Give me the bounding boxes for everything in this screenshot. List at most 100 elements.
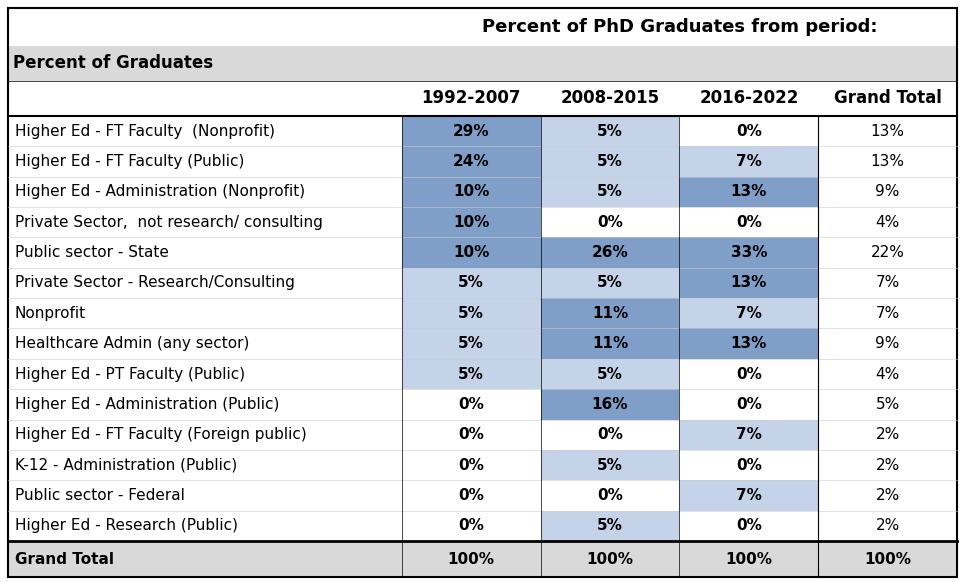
Text: Private Sector - Research/Consulting: Private Sector - Research/Consulting [15,275,295,290]
Text: 13%: 13% [731,275,767,290]
Text: 100%: 100% [864,552,911,566]
Text: K-12 - Administration (Public): K-12 - Administration (Public) [15,457,237,473]
Text: 5%: 5% [597,124,623,139]
Text: 2%: 2% [875,457,899,473]
Text: 29%: 29% [453,124,489,139]
Text: 7%: 7% [736,488,761,503]
Bar [679,146,818,177]
Text: 11%: 11% [592,306,628,321]
Text: 2008-2015: 2008-2015 [561,90,660,108]
Bar [818,328,957,359]
Text: 13%: 13% [731,184,767,200]
Text: 5%: 5% [458,367,484,382]
Text: 13%: 13% [870,154,904,169]
Bar [818,237,957,268]
Text: 13%: 13% [870,124,904,139]
Bar [679,450,818,480]
Text: 4%: 4% [875,215,899,230]
Text: 5%: 5% [597,367,623,382]
Text: Grand Total: Grand Total [15,552,114,566]
Bar [818,541,957,577]
Bar [8,450,401,480]
Text: Percent of PhD Graduates from period:: Percent of PhD Graduates from period: [482,18,877,36]
Bar [818,389,957,420]
Text: 0%: 0% [736,124,761,139]
Bar [540,389,679,420]
Text: 0%: 0% [597,488,623,503]
Bar [401,541,540,577]
Text: Higher Ed - Administration (Public): Higher Ed - Administration (Public) [15,397,280,412]
Bar [8,116,401,146]
Text: 5%: 5% [458,306,484,321]
Bar [540,116,679,146]
Text: 22%: 22% [870,245,904,260]
Bar [679,268,818,298]
Text: 2016-2022: 2016-2022 [699,90,798,108]
Bar [540,450,679,480]
Bar [8,298,401,328]
Text: 0%: 0% [736,457,761,473]
Text: 0%: 0% [736,215,761,230]
Bar [540,510,679,541]
Bar [679,81,818,116]
Text: Private Sector,  not research/ consulting: Private Sector, not research/ consulting [15,215,323,230]
Bar [401,359,540,389]
Text: 24%: 24% [453,154,489,169]
Bar [818,359,957,389]
Bar [818,510,957,541]
Bar [8,480,401,510]
Text: 5%: 5% [597,457,623,473]
Bar [679,510,818,541]
Bar [818,81,957,116]
Text: 7%: 7% [875,275,899,290]
Bar [540,359,679,389]
Bar [401,237,540,268]
Text: Higher Ed - FT Faculty (Foreign public): Higher Ed - FT Faculty (Foreign public) [15,427,307,442]
Bar [8,268,401,298]
Text: 2%: 2% [875,519,899,533]
Bar [540,420,679,450]
Text: 16%: 16% [592,397,628,412]
Text: 0%: 0% [736,397,761,412]
Bar [679,420,818,450]
Text: Higher Ed - PT Faculty (Public): Higher Ed - PT Faculty (Public) [15,367,245,382]
Bar [401,510,540,541]
Text: Healthcare Admin (any sector): Healthcare Admin (any sector) [15,336,249,351]
Bar [8,146,401,177]
Text: 0%: 0% [458,427,484,442]
Bar [679,237,818,268]
Bar [8,420,401,450]
Bar [8,389,401,420]
Bar [540,207,679,237]
Bar [540,81,679,116]
Text: 33%: 33% [731,245,767,260]
Text: 0%: 0% [458,457,484,473]
Text: 10%: 10% [453,184,489,200]
Text: 5%: 5% [597,519,623,533]
Text: 5%: 5% [458,336,484,351]
Text: 0%: 0% [597,215,623,230]
Text: 0%: 0% [458,519,484,533]
Bar [679,116,818,146]
Bar [679,328,818,359]
Text: 100%: 100% [587,552,633,566]
Text: 10%: 10% [453,215,489,230]
Text: 0%: 0% [736,519,761,533]
Bar [8,541,401,577]
Bar [401,116,540,146]
Text: 9%: 9% [875,184,899,200]
Bar [540,480,679,510]
Bar [401,268,540,298]
Text: 10%: 10% [453,245,489,260]
Text: Higher Ed - Administration (Nonprofit): Higher Ed - Administration (Nonprofit) [15,184,305,200]
Text: 13%: 13% [731,336,767,351]
Text: Higher Ed - Research (Public): Higher Ed - Research (Public) [15,519,238,533]
Text: Public sector - State: Public sector - State [15,245,169,260]
Bar [540,541,679,577]
Text: 5%: 5% [458,275,484,290]
Bar [8,46,957,81]
Bar [679,480,818,510]
Bar [8,8,957,46]
Bar [401,480,540,510]
Bar [401,389,540,420]
